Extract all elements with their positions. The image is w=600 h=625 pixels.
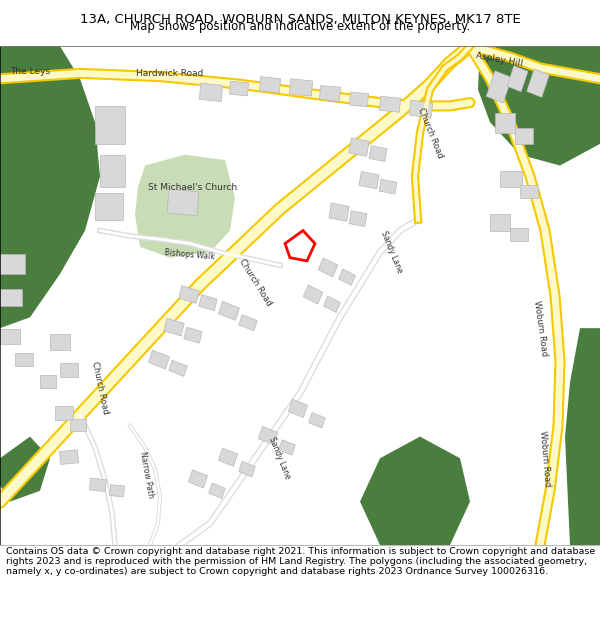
Text: Woburn Road: Woburn Road [532,300,548,357]
Polygon shape [565,328,600,545]
Polygon shape [100,154,125,188]
Polygon shape [323,296,340,312]
Polygon shape [350,92,368,107]
Polygon shape [70,419,86,431]
Polygon shape [318,258,338,277]
Polygon shape [167,189,199,216]
Polygon shape [510,228,528,241]
Polygon shape [329,203,349,221]
Polygon shape [349,138,369,156]
Polygon shape [89,478,106,491]
Text: Church Road: Church Road [237,258,273,308]
Polygon shape [486,71,512,103]
Text: Sandy Lane: Sandy Lane [268,436,293,481]
Polygon shape [239,461,255,477]
Polygon shape [360,437,470,545]
Text: Bishops Walk: Bishops Walk [164,248,215,261]
Text: Aspley Hill: Aspley Hill [475,51,523,68]
Polygon shape [148,350,170,369]
Polygon shape [110,485,124,497]
Polygon shape [40,375,56,388]
Text: The Leys: The Leys [10,67,50,76]
Text: Contains OS data © Crown copyright and database right 2021. This information is : Contains OS data © Crown copyright and d… [6,547,595,576]
Polygon shape [0,254,25,274]
Text: St Michael's Church: St Michael's Church [148,182,238,192]
Polygon shape [0,289,22,306]
Polygon shape [188,470,208,488]
Polygon shape [0,329,20,344]
Polygon shape [369,146,387,161]
Polygon shape [309,412,325,428]
Polygon shape [0,46,65,79]
Polygon shape [15,353,33,366]
Polygon shape [478,46,600,166]
Text: Sandy Lane: Sandy Lane [379,230,404,274]
Polygon shape [60,363,78,377]
Polygon shape [59,450,79,464]
Polygon shape [95,192,123,220]
Polygon shape [184,328,202,343]
Polygon shape [259,77,281,92]
Polygon shape [199,294,217,311]
Polygon shape [338,269,355,286]
Polygon shape [319,86,341,101]
Polygon shape [289,399,308,418]
Polygon shape [179,286,199,303]
Polygon shape [239,314,257,331]
Polygon shape [490,214,510,231]
Polygon shape [199,83,223,101]
Polygon shape [409,100,433,118]
Polygon shape [0,46,100,328]
Polygon shape [218,301,239,320]
Text: Hardwick Road: Hardwick Road [136,69,203,78]
Polygon shape [520,185,538,198]
Polygon shape [289,79,313,96]
Polygon shape [209,483,225,499]
Polygon shape [0,437,50,502]
Polygon shape [359,171,379,189]
Polygon shape [279,440,295,455]
Text: Church Road: Church Road [90,361,110,415]
Polygon shape [515,127,533,144]
Polygon shape [259,426,278,444]
Polygon shape [169,360,187,376]
Polygon shape [55,406,73,420]
Text: 13A, CHURCH ROAD, WOBURN SANDS, MILTON KEYNES, MK17 8TE: 13A, CHURCH ROAD, WOBURN SANDS, MILTON K… [80,13,520,26]
Polygon shape [379,96,401,112]
Polygon shape [164,318,184,336]
Polygon shape [50,334,70,350]
Text: Narrow Path: Narrow Path [139,451,155,499]
Text: Map shows position and indicative extent of the property.: Map shows position and indicative extent… [130,20,470,33]
Polygon shape [218,448,238,466]
Polygon shape [507,66,528,92]
Polygon shape [303,285,323,304]
Text: Woburn Road: Woburn Road [538,430,552,487]
Polygon shape [527,69,549,98]
Polygon shape [379,179,397,194]
Polygon shape [495,114,515,133]
Polygon shape [500,171,522,187]
Polygon shape [349,211,367,226]
Polygon shape [230,81,248,96]
Polygon shape [95,106,125,144]
Polygon shape [135,154,235,258]
Text: Church Road: Church Road [416,106,444,159]
